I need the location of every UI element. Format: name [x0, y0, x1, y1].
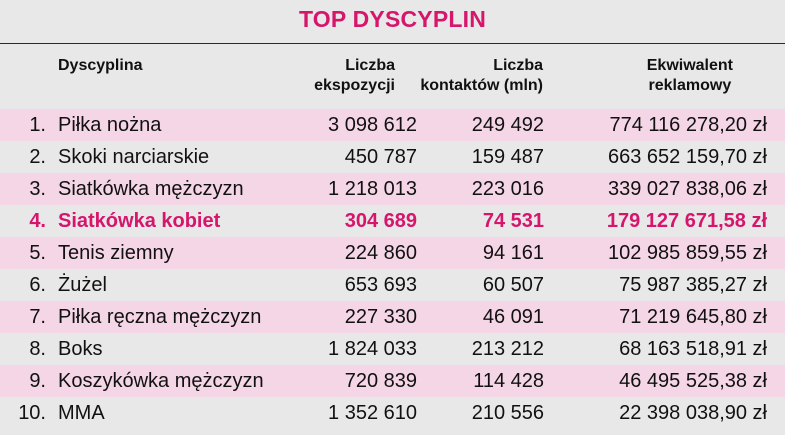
- header-contacts-line2: kontaktów (mln): [420, 77, 543, 94]
- row-contacts: 74 531: [482, 210, 544, 232]
- row-contacts: 213 212: [471, 338, 544, 360]
- row-exposures: 227 330: [344, 306, 417, 328]
- row-contacts: 114 428: [473, 370, 544, 392]
- row-rank: 5.: [29, 242, 46, 264]
- row-contacts: 223 016: [471, 178, 544, 200]
- row-discipline: MMA: [58, 402, 105, 424]
- row-exposures: 450 787: [344, 146, 417, 168]
- header-exposures-line2: ekspozycji: [314, 77, 395, 94]
- row-discipline: Boks: [58, 338, 103, 360]
- header-exposures: Liczba ekspozycji: [314, 56, 395, 96]
- row-contacts: 46 091: [482, 306, 544, 328]
- row-exposures: 653 693: [344, 274, 417, 296]
- table-row: 8. Boks 1 824 033 213 212 68 163 518,91 …: [0, 333, 785, 365]
- row-equivalent: 75 987 385,27 zł: [619, 274, 767, 296]
- row-exposures: 3 098 612: [328, 114, 417, 136]
- row-discipline: Piłka ręczna mężczyzn: [58, 306, 262, 328]
- discipline-table: 1. Piłka nożna 3 098 612 249 492 774 116…: [0, 109, 785, 429]
- row-rank: 4.: [29, 210, 46, 232]
- header-exposures-line1: Liczba: [345, 57, 395, 74]
- row-equivalent: 102 985 859,55 zł: [607, 242, 767, 264]
- row-discipline: Koszykówka mężczyzn: [58, 370, 264, 392]
- header-equivalent: Ekwiwalent reklamowy: [647, 56, 733, 96]
- row-discipline: Siatkówka kobiet: [58, 210, 221, 232]
- row-exposures: 1 824 033: [328, 338, 417, 360]
- table-row-highlighted: 4. Siatkówka kobiet 304 689 74 531 179 1…: [0, 205, 785, 237]
- table-row: 9. Koszykówka mężczyzn 720 839 114 428 4…: [0, 365, 785, 397]
- header-equivalent-line1: Ekwiwalent: [646, 57, 733, 74]
- row-rank: 3.: [29, 178, 46, 200]
- table-row: 7. Piłka ręczna mężczyzn 227 330 46 091 …: [0, 301, 785, 333]
- header-equivalent-line2: reklamowy: [648, 77, 732, 94]
- row-exposures: 1 352 610: [328, 402, 417, 424]
- row-equivalent: 179 127 671,58 zł: [606, 210, 767, 232]
- row-rank: 2.: [29, 146, 46, 168]
- row-discipline: Skoki narciarskie: [58, 146, 210, 168]
- row-exposures: 720 839: [344, 370, 417, 392]
- header-contacts: Liczba kontaktów (mln): [420, 56, 543, 96]
- row-contacts: 94 161: [482, 242, 544, 264]
- row-rank: 7.: [29, 306, 46, 328]
- row-contacts: 159 487: [471, 146, 544, 168]
- row-discipline: Tenis ziemny: [58, 242, 174, 264]
- table-row: 1. Piłka nożna 3 098 612 249 492 774 116…: [0, 109, 785, 141]
- title-divider: [0, 43, 785, 44]
- table-row: 3. Siatkówka mężczyzn 1 218 013 223 016 …: [0, 173, 785, 205]
- row-discipline: Żużel: [58, 274, 107, 296]
- table-row: 6. Żużel 653 693 60 507 75 987 385,27 zł: [0, 269, 785, 301]
- row-equivalent: 22 398 038,90 zł: [619, 402, 767, 424]
- table-row: 10. MMA 1 352 610 210 556 22 398 038,90 …: [0, 397, 785, 429]
- row-equivalent: 339 027 838,06 zł: [607, 178, 767, 200]
- row-exposures: 224 860: [344, 242, 417, 264]
- header-discipline: Dyscyplina: [58, 57, 143, 74]
- row-equivalent: 46 495 525,38 zł: [619, 370, 767, 392]
- row-equivalent: 68 163 518,91 zł: [619, 338, 767, 360]
- row-rank: 8.: [29, 338, 46, 360]
- row-equivalent: 663 652 159,70 zł: [607, 146, 767, 168]
- row-contacts: 210 556: [471, 402, 544, 424]
- row-rank: 6.: [29, 274, 46, 296]
- table-row: 5. Tenis ziemny 224 860 94 161 102 985 8…: [0, 237, 785, 269]
- row-exposures: 304 689: [344, 210, 417, 232]
- table-header: Dyscyplina Liczba ekspozycji Liczba kont…: [0, 56, 785, 102]
- row-contacts: 60 507: [482, 274, 544, 296]
- row-exposures: 1 218 013: [328, 178, 417, 200]
- row-rank: 1.: [29, 114, 46, 136]
- row-equivalent: 774 116 278,20 zł: [609, 114, 767, 136]
- header-contacts-line1: Liczba: [493, 57, 543, 74]
- page-title: TOP DYSCYPLIN: [298, 6, 487, 32]
- row-discipline: Siatkówka mężczyzn: [58, 178, 244, 200]
- table-row: 2. Skoki narciarskie 450 787 159 487 663…: [0, 141, 785, 173]
- row-rank: 9.: [29, 370, 46, 392]
- row-equivalent: 71 219 645,80 zł: [619, 306, 767, 328]
- row-rank: 10.: [18, 402, 46, 424]
- row-contacts: 249 492: [471, 114, 544, 136]
- row-discipline: Piłka nożna: [58, 114, 162, 136]
